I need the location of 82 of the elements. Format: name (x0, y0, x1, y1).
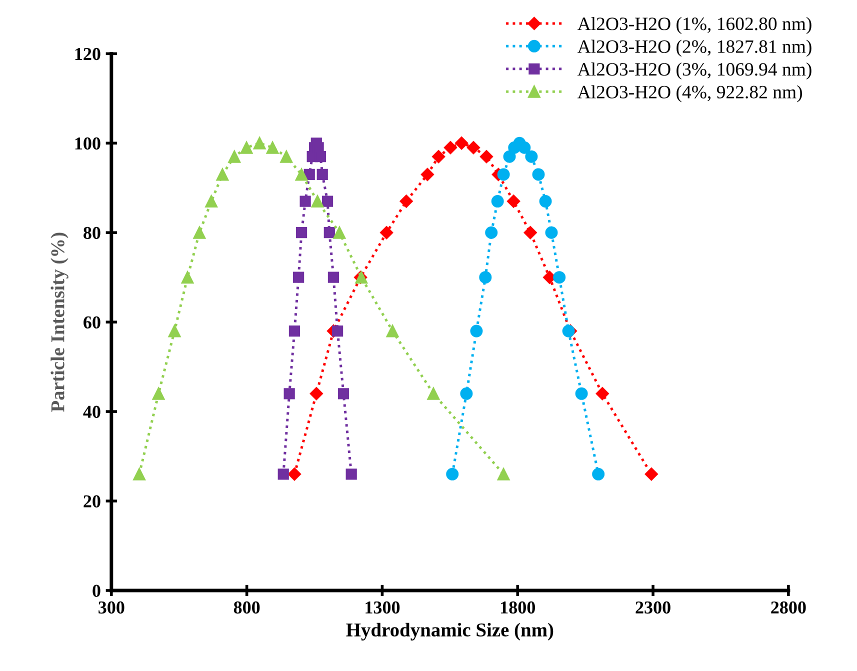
point (316, 168, 328, 180)
y-tick-label: 0 (92, 584, 100, 597)
y-tick-label: 60 (84, 316, 100, 329)
point (466, 141, 480, 154)
point (545, 226, 558, 239)
y-tick-label: 120 (75, 48, 100, 60)
legend-label: Al2O3-H2O (3%, 1069.94 nm) (578, 62, 812, 80)
point (432, 150, 446, 164)
point (295, 168, 308, 181)
legend-label: Al2O3-H2O (1%, 1602.80 nm) (578, 16, 812, 34)
point (454, 136, 468, 150)
point (333, 226, 346, 239)
point (485, 226, 498, 239)
legend-label: Al2O3-H2O (4%, 922.82 nm) (578, 85, 802, 102)
point (346, 468, 357, 480)
point (253, 136, 266, 150)
x-tick-label: 1300 (366, 601, 400, 614)
x-tick-label: 300 (98, 601, 124, 614)
point (562, 324, 575, 338)
point (506, 194, 520, 208)
point (539, 195, 552, 208)
point (470, 324, 483, 338)
point (168, 324, 181, 338)
point (380, 226, 394, 240)
point (181, 271, 194, 284)
point (386, 324, 399, 338)
point (324, 227, 335, 238)
point (266, 141, 279, 154)
point (152, 387, 165, 400)
point (644, 468, 658, 481)
point (460, 387, 473, 400)
x-tick-label: 1800 (501, 601, 535, 614)
point (479, 271, 492, 284)
point (205, 195, 218, 208)
y-tick-label: 80 (84, 226, 100, 240)
y-tick-label: 20 (84, 495, 100, 508)
x-axis-title: Hydrodynamic Size (nm) (346, 622, 554, 641)
point (133, 468, 146, 480)
point (240, 141, 253, 154)
point (518, 141, 531, 154)
point (427, 387, 440, 400)
point (288, 468, 302, 481)
point (314, 151, 326, 162)
point (491, 195, 504, 208)
point (444, 141, 458, 154)
point (310, 387, 324, 400)
x-tick-label: 800 (234, 601, 260, 614)
point (338, 388, 350, 400)
point (532, 168, 545, 181)
point (328, 272, 340, 283)
legend-label: Al2O3-H2O (2%, 1827.81 nm) (578, 40, 812, 57)
point (300, 196, 311, 207)
point (480, 150, 494, 164)
point (400, 194, 413, 208)
point (596, 387, 609, 400)
point (228, 150, 241, 163)
point (497, 468, 510, 480)
y-tick-label: 40 (83, 406, 100, 418)
x-tick-label: 2300 (636, 601, 670, 614)
point (292, 272, 304, 283)
point (503, 150, 516, 163)
point (280, 150, 293, 163)
point (420, 168, 434, 182)
point (553, 271, 566, 284)
point (592, 468, 605, 480)
point (322, 196, 334, 207)
point (288, 325, 300, 337)
point (278, 468, 289, 480)
point (497, 168, 510, 181)
point (284, 388, 295, 400)
y-tick-label: 100 (75, 137, 100, 150)
x-tick-label: 2800 (771, 601, 806, 614)
point (524, 226, 537, 240)
y-axis-title: Particle Intensity (%) (50, 232, 68, 412)
point (193, 226, 206, 239)
point (446, 468, 459, 480)
point (311, 195, 324, 208)
point (296, 227, 308, 238)
point (332, 325, 344, 337)
point (525, 150, 538, 163)
point (216, 168, 229, 181)
point (575, 387, 588, 400)
